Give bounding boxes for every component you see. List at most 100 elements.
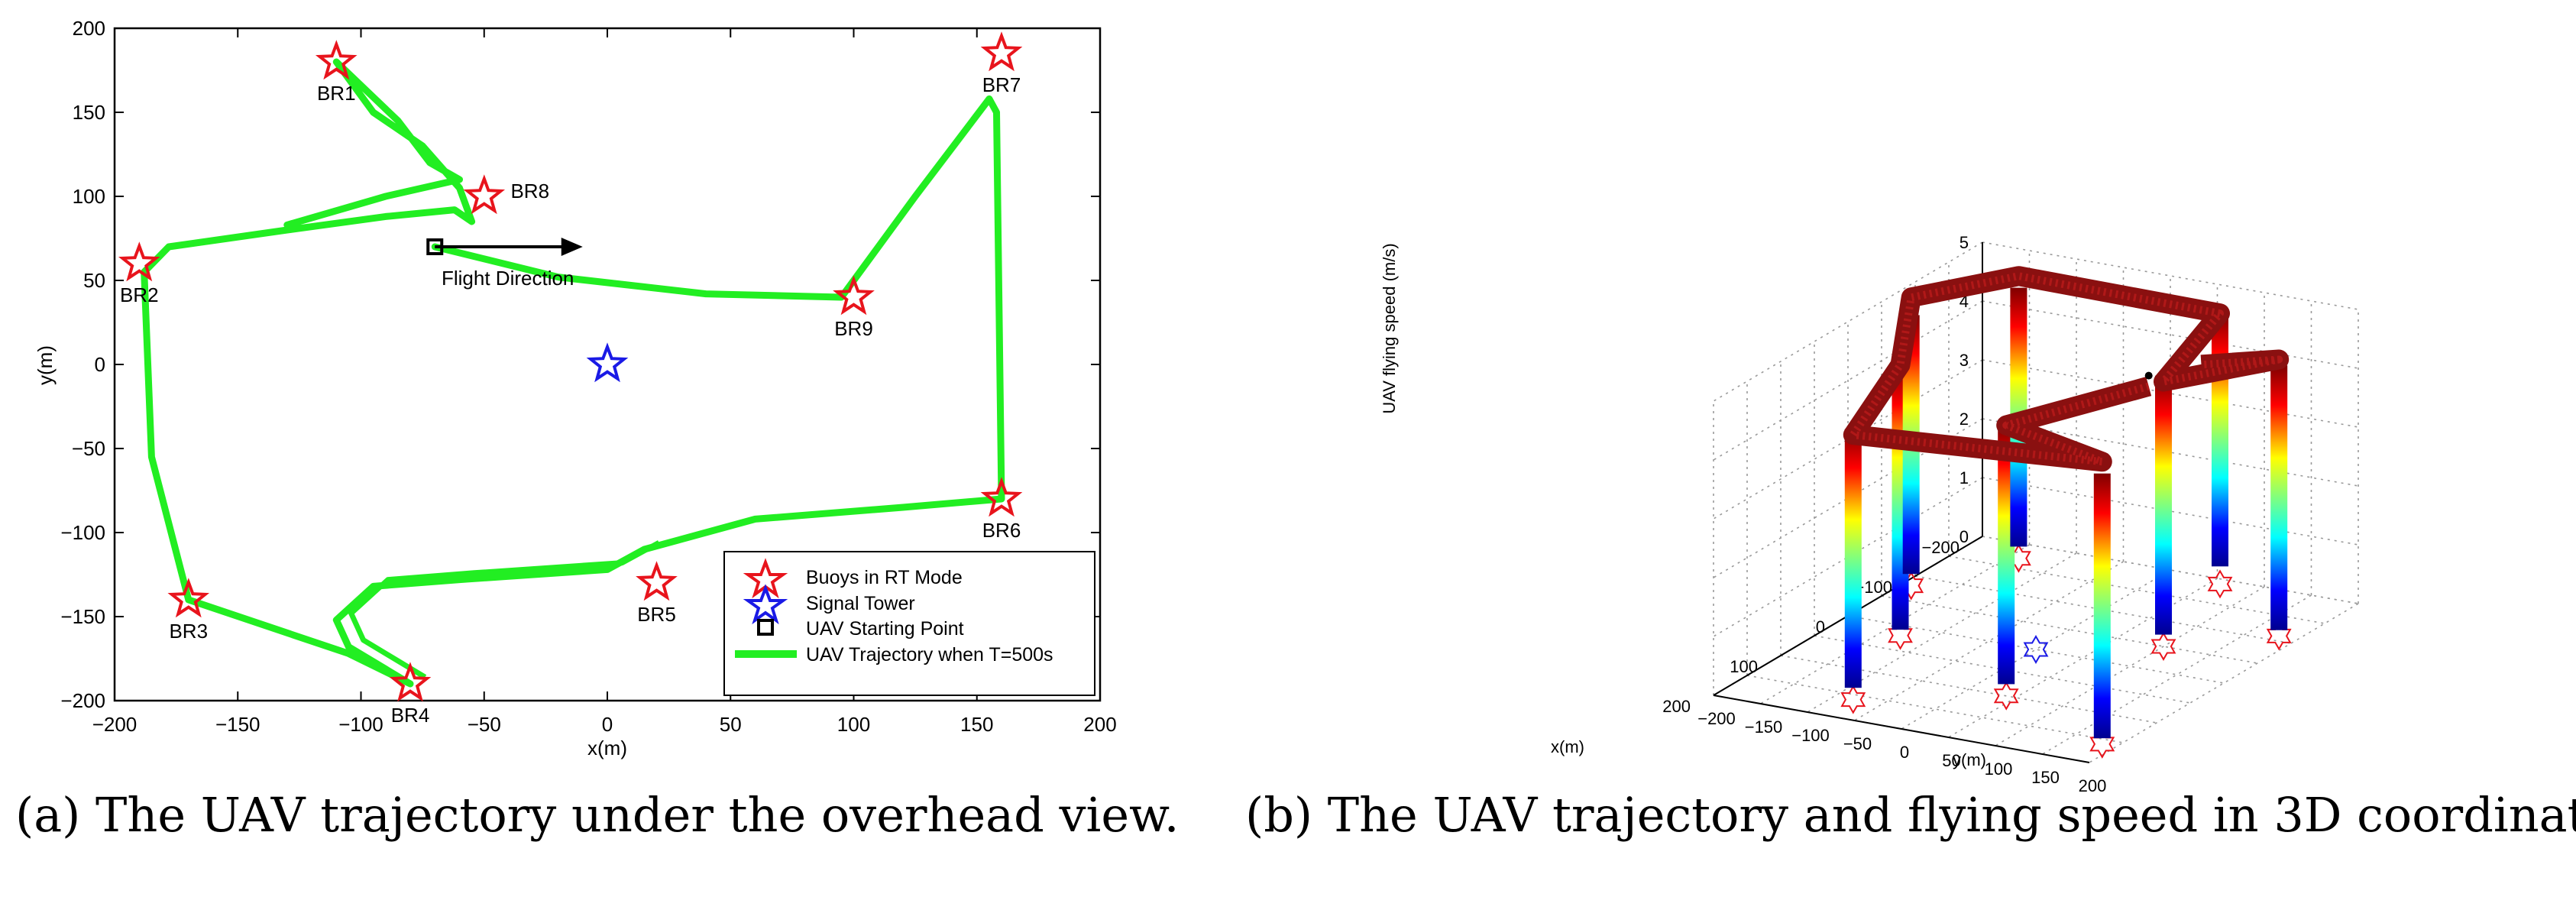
chart-b-ytick-label: −50 xyxy=(1843,734,1872,753)
legend-item-trajectory: UAV Trajectory when T=500s xyxy=(735,644,1053,665)
chart-b-wall-gridline xyxy=(1982,359,2359,428)
legend-item-start: UAV Starting Point xyxy=(757,618,964,640)
legend-item-tower: Signal Tower xyxy=(743,584,915,625)
legend-box xyxy=(723,551,1095,696)
buoy-label: BR5 xyxy=(637,603,676,626)
buoy-label: BR9 xyxy=(834,317,873,340)
chart-a-ytick-label: −150 xyxy=(60,605,105,628)
buoy-label: BR6 xyxy=(982,519,1021,542)
chart-b-wall-gridline xyxy=(1713,241,1983,402)
chart-b-xtick-label: 200 xyxy=(1662,697,1691,716)
chart-b-ztick-label: 2 xyxy=(1960,410,1969,429)
chart-b-floor-gridline xyxy=(1746,675,2124,743)
buoy-star-icon xyxy=(389,662,432,702)
chart-a-ytick-label: 0 xyxy=(95,353,105,376)
chart-b-floor-gridline xyxy=(1914,575,2292,644)
chart-a-ytick-label: −100 xyxy=(60,521,105,544)
buoy-label: BR1 xyxy=(317,82,356,105)
speed-drop-bar xyxy=(2155,375,2172,635)
buoy-star-icon xyxy=(118,241,160,282)
chart-b-floor-gridline xyxy=(1948,578,2218,738)
speed-drop-bar xyxy=(2093,473,2111,739)
ground-buoy-star-icon xyxy=(2089,729,2115,759)
chart-b-ytick-label: 200 xyxy=(2079,776,2107,795)
chart-a-ytick-label: 200 xyxy=(73,17,105,40)
chart-b-ylabel: y(m) xyxy=(1953,750,1986,769)
chart-a-ylabel: y(m) xyxy=(34,345,57,385)
ground-buoy-star-icon xyxy=(1888,620,1913,650)
legend-item-buoys: Buoys in RT Mode xyxy=(743,558,963,599)
signal-tower-star-icon xyxy=(586,342,629,383)
buoy-label: BR3 xyxy=(169,620,208,643)
chart-b-wall-gridline xyxy=(1982,300,2359,369)
buoy-star-icon xyxy=(833,275,875,316)
legend-label-trajectory: UAV Trajectory when T=500s xyxy=(806,644,1053,665)
chart-a-xtick-label: 100 xyxy=(837,713,870,736)
chart-b-trajectory xyxy=(1843,266,2290,472)
legend-label-start: UAV Starting Point xyxy=(806,618,964,640)
chart-b-ytick-label: −200 xyxy=(1697,709,1736,728)
chart-a-markers-layer: BR1 BR2 BR3 BR4 BR5 BR6 BR7 BR8 BR9 xyxy=(118,31,1023,727)
uav-trajectory-line-overlap xyxy=(348,540,661,680)
chart-b-floor-gridline xyxy=(1995,586,2265,746)
chart-b-wall-gridline xyxy=(1982,477,2359,546)
speed-drop-bar xyxy=(2270,365,2288,630)
chart-b-floor-gridline xyxy=(1847,615,2225,684)
chart-a-xtick-label: 0 xyxy=(602,713,613,736)
chart-a-ytick-label: 100 xyxy=(73,185,105,208)
buoy-star-icon xyxy=(980,31,1023,72)
chart-b-y-axis xyxy=(1713,695,2090,763)
chart-b-zlabel: UAV flying speed (m/s) xyxy=(1380,243,1399,413)
legend-blue-star-icon xyxy=(743,584,788,625)
buoy-label: BR2 xyxy=(120,283,159,306)
chart-a-trajectory-layer xyxy=(141,58,1005,688)
chart-a-ytick-label: −50 xyxy=(72,437,105,460)
legend-label-tower: Signal Tower xyxy=(806,593,915,614)
flight-direction-arrowhead-icon xyxy=(561,238,583,256)
ground-buoy-star-icon xyxy=(1840,685,1866,714)
flight-direction-label: Flight Direction xyxy=(442,267,574,290)
chart-a-axes: −200 −150 −100 −50 0 50 100 150 200 200 150 100 50 0 −… xyxy=(60,17,1116,736)
uav-trajectory-line xyxy=(141,58,1005,688)
chart-b-floor-gridline xyxy=(2089,603,2359,763)
chart-a-xlabel: x(m) xyxy=(587,737,627,759)
chart-b-ytick-label: 150 xyxy=(2031,768,2060,787)
legend-label-buoys: Buoys in RT Mode xyxy=(806,567,963,588)
chart-b-ztick-label: 3 xyxy=(1960,351,1969,370)
chart-b-ztick-label: 5 xyxy=(1960,233,1969,252)
chart-a-xtick-label: −200 xyxy=(92,713,138,736)
buoy-label: BR4 xyxy=(391,704,430,727)
speed-drop-bar xyxy=(1844,429,1862,688)
buoy-star-icon xyxy=(463,174,506,215)
ground-buoy-star-icon xyxy=(1993,681,2019,711)
chart-b-floor-gridline xyxy=(1814,635,2191,704)
chart-a-ytick-label: 150 xyxy=(73,101,105,124)
chart-b-ztick-label: 0 xyxy=(1960,527,1969,546)
chart-b-xtick-label: 100 xyxy=(1730,657,1758,676)
chart-a-ytick-label: 50 xyxy=(83,269,105,292)
buoy-label: BR7 xyxy=(982,73,1021,96)
chart-b-xtick-label: −200 xyxy=(1921,538,1960,557)
buoy-star-icon xyxy=(980,477,1023,517)
chart-b-ytick-label: 0 xyxy=(1900,743,1909,762)
ground-buoy-star-icon xyxy=(2150,631,2176,662)
chart-a-xtick-label: −100 xyxy=(338,713,383,736)
chart-b-xlabel: x(m) xyxy=(1551,737,1584,756)
chart-b-ytick-label: 100 xyxy=(1985,759,2013,779)
chart-a-xtick-label: 150 xyxy=(960,713,993,736)
buoy-star-icon xyxy=(315,40,358,80)
chart-a-ytick-label: −200 xyxy=(60,689,105,712)
chart-a-xtick-label: 200 xyxy=(1083,713,1116,736)
caption-b: (b) The UAV trajectory and flying speed … xyxy=(1245,787,2576,843)
ground-tower-star-icon xyxy=(2023,634,2049,665)
ground-buoy-star-icon xyxy=(2266,621,2292,651)
chart-b-wall-gridline xyxy=(1982,241,2359,310)
chart-a-xtick-label: 50 xyxy=(720,713,742,736)
chart-b-wall-gridline xyxy=(1982,536,2359,604)
chart-b-floor-gridline xyxy=(1881,595,2258,664)
chart-a-xtick-label: −150 xyxy=(215,713,261,736)
caption-a: (a) The UAV trajectory under the overhea… xyxy=(15,787,1180,843)
chart-b-ytick-label: 50 xyxy=(1942,751,1960,770)
